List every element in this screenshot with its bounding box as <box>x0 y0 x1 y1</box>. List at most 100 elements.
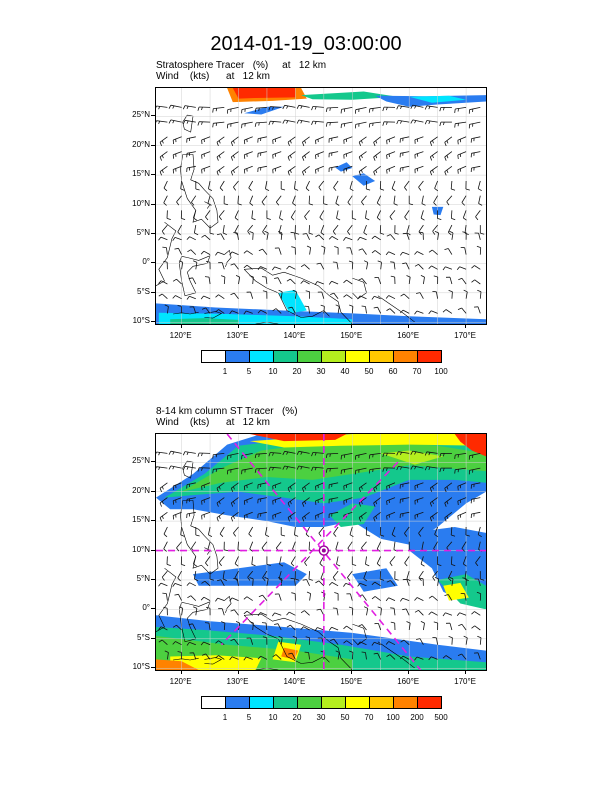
wind-barb <box>212 121 225 128</box>
tracer-fill <box>244 106 284 115</box>
wind-barb <box>302 511 310 522</box>
wind-barb <box>296 465 310 470</box>
wind-barb <box>476 245 482 255</box>
wind-barb <box>357 641 367 646</box>
wind-barb <box>156 120 168 125</box>
wind-barb <box>448 290 453 299</box>
wind-barb <box>271 266 282 271</box>
wind-barb <box>230 511 239 522</box>
wind-barb <box>249 275 254 285</box>
latitude-tick-mark <box>151 203 155 205</box>
wind-barb <box>379 180 385 191</box>
wind-barb <box>282 104 296 110</box>
latitude-tick-mark <box>151 115 155 117</box>
colorbar-swatch <box>321 696 346 709</box>
wind-barb <box>234 556 239 567</box>
wind-barb <box>219 526 225 537</box>
wind-barb <box>272 151 282 159</box>
wind-barb <box>363 224 368 236</box>
wind-barb <box>361 651 367 660</box>
latitude-tick-label: 15°N <box>132 515 150 525</box>
wind-barb <box>408 195 414 206</box>
wind-barb <box>230 497 239 507</box>
wind-barb <box>418 180 424 191</box>
wind-barb <box>444 136 453 147</box>
wind-barb <box>402 578 410 586</box>
wind-barb <box>257 497 267 504</box>
wind-barb <box>320 224 325 236</box>
wind-barb <box>218 210 225 221</box>
wind-barb <box>216 165 225 176</box>
coastline <box>180 154 219 229</box>
wind-barb <box>321 245 326 255</box>
wind-barb <box>219 180 225 191</box>
wind-barb <box>305 180 310 192</box>
wind-barb <box>234 570 239 582</box>
wind-barb <box>477 635 482 645</box>
wind-barb <box>218 608 225 616</box>
wind-barb <box>212 453 225 459</box>
wind-barb <box>176 541 182 552</box>
wind-barb <box>200 641 211 646</box>
wind-barb <box>278 570 283 582</box>
wind-barb <box>468 121 481 129</box>
wind-barb <box>410 465 424 470</box>
colorbar-label: 10 <box>268 367 278 376</box>
wind-barb <box>197 121 211 126</box>
wind-barb <box>318 180 325 191</box>
wind-barb <box>305 526 310 538</box>
wind-barb <box>399 151 410 158</box>
wind-barb <box>424 105 438 110</box>
wind-barb <box>349 304 354 314</box>
wind-barb <box>414 310 424 315</box>
wind-barb <box>457 482 467 491</box>
wind-barb <box>385 641 396 646</box>
longitude-tick-label: 170°E <box>454 331 477 340</box>
wind-barb <box>195 181 200 191</box>
wind-barb <box>200 295 211 300</box>
wind-barb <box>479 225 485 235</box>
wind-barb <box>251 210 256 221</box>
latitude-tick-mark <box>151 461 155 463</box>
wind-barb <box>355 467 367 475</box>
wind-barb <box>216 511 225 522</box>
wind-barb <box>314 627 324 632</box>
wind-barb <box>302 579 310 586</box>
wind-barb <box>349 180 354 192</box>
wind-barb <box>368 467 381 474</box>
wind-barb <box>206 606 211 616</box>
wind-barb <box>268 120 282 126</box>
wind-barb <box>461 541 467 552</box>
wind-barb <box>208 526 213 537</box>
wind-barb <box>457 307 467 314</box>
wind-barb <box>336 556 341 567</box>
wind-barb <box>261 622 268 631</box>
wind-barb <box>390 607 396 616</box>
wind-barb <box>229 251 239 256</box>
wind-barb <box>464 225 469 235</box>
wind-barb <box>379 526 385 537</box>
wind-barb <box>161 224 168 235</box>
wind-barb <box>386 308 396 314</box>
wind-barb <box>410 450 424 455</box>
colorbar-label: 30 <box>316 713 326 722</box>
wind-barb <box>188 623 197 631</box>
coastline <box>156 567 177 632</box>
wind-barb <box>479 571 485 581</box>
wind-barb <box>254 453 267 459</box>
latitude-tick-label: 0° <box>142 257 150 267</box>
wind-barb <box>444 482 453 493</box>
coastline <box>224 249 232 268</box>
wind-barb <box>258 248 268 255</box>
wind-barb <box>308 571 313 581</box>
wind-barb <box>371 250 381 255</box>
latitude-tick-mark <box>151 667 155 669</box>
colorbar-label: 1 <box>222 713 228 722</box>
wind-barb <box>447 570 453 582</box>
wind-barb <box>201 653 211 660</box>
wind-barb <box>328 482 339 489</box>
wind-barb <box>177 651 182 660</box>
longitude-tick-mark <box>237 324 239 328</box>
wind-barb <box>400 639 410 645</box>
wind-barb <box>208 180 213 191</box>
